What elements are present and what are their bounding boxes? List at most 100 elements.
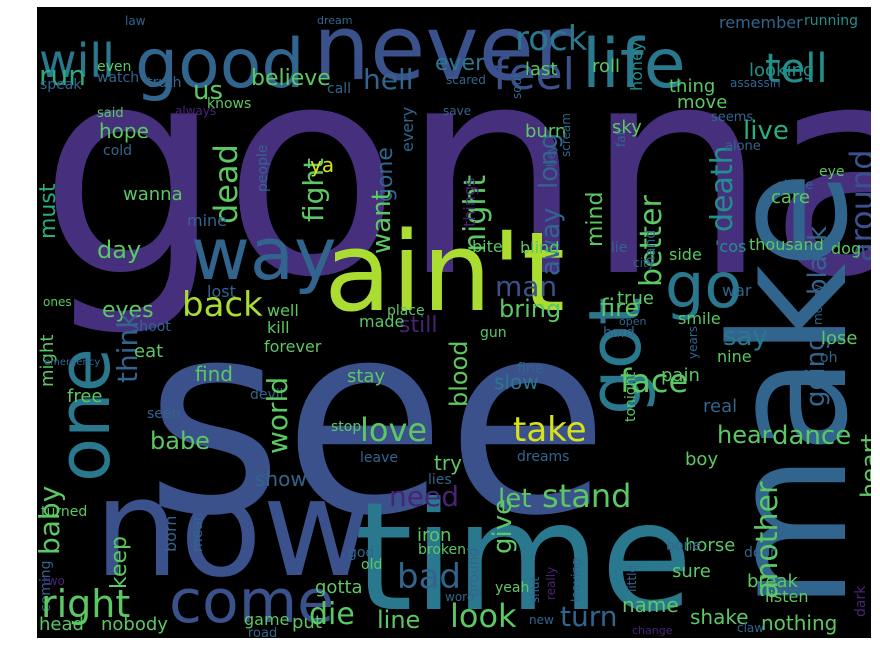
word-listen: listen: [765, 587, 808, 606]
word-oh: oh: [820, 350, 837, 366]
word-blood: blood: [445, 340, 473, 407]
word-away: away: [536, 207, 566, 276]
word-ground: ground: [466, 547, 482, 597]
word-honey: honey: [627, 42, 646, 91]
word-day: day: [97, 236, 141, 264]
word-thing: thing: [669, 76, 715, 97]
word-mind: mind: [583, 192, 608, 247]
word-old: old: [361, 557, 382, 573]
word-will: will: [39, 34, 115, 88]
word-lie: lie: [611, 240, 627, 256]
word-never: never: [313, 7, 571, 101]
word-place: place: [387, 303, 425, 319]
word-free: free: [67, 386, 103, 407]
word-hand: hand: [643, 230, 659, 265]
word-aint: ain't: [324, 208, 565, 336]
word-name: name: [622, 593, 679, 617]
word-stay: stay: [347, 366, 385, 387]
word-knows: knows: [207, 96, 251, 112]
word-eat: eat: [134, 341, 163, 362]
word-must: must: [37, 183, 61, 239]
word-let: let: [498, 484, 531, 514]
word-ever: ever: [435, 51, 485, 76]
word-always: always: [175, 104, 216, 118]
word-live: live: [743, 116, 789, 146]
word-made: made: [359, 312, 404, 331]
word-remember: remember: [719, 13, 803, 32]
word-seen: seen: [147, 406, 180, 422]
word-nine: nine: [717, 347, 752, 366]
word-hell: hell: [363, 63, 414, 96]
word-mean: mean: [190, 512, 206, 552]
word-say: say: [723, 322, 768, 352]
word-dark: dark: [853, 585, 869, 617]
word-every: every: [398, 107, 417, 152]
word-another: another: [750, 481, 785, 599]
word-forever: forever: [264, 337, 322, 356]
word-face: face: [620, 362, 688, 400]
word-boy: boy: [685, 449, 718, 470]
word-side: side: [669, 245, 702, 264]
word-time: time: [354, 471, 693, 638]
word-baby: baby: [37, 486, 66, 555]
word-change: change: [632, 624, 673, 637]
word-back: back: [182, 285, 263, 325]
word-ones: ones: [43, 295, 72, 309]
word-take: take: [513, 410, 587, 450]
word-cos: 'cos: [715, 237, 746, 256]
word-night: night: [458, 175, 493, 252]
word-got: got: [573, 297, 657, 415]
word-see: see: [145, 266, 609, 574]
word-emergency: emergency: [44, 357, 100, 368]
word-us: us: [193, 76, 223, 106]
word-gonna: gonna: [39, 7, 871, 341]
word-last: last: [525, 59, 557, 80]
word-fight: fight: [297, 158, 330, 222]
word-cold: cold: [103, 143, 132, 159]
word-scream: scream: [559, 113, 573, 157]
word-seems: seems: [711, 110, 753, 125]
word-stand: stand: [542, 477, 631, 515]
word-people: people: [255, 145, 271, 192]
word-hear: hear: [717, 421, 772, 449]
word-black: black: [803, 226, 833, 295]
word-around: around: [843, 149, 871, 262]
word-pain: pain: [661, 365, 700, 386]
word-fall: fall: [614, 129, 628, 147]
word-dance: dance: [772, 421, 851, 451]
word-claw: claw: [737, 621, 764, 635]
word-rock: rock: [515, 19, 588, 59]
word-yeah: yeah: [495, 580, 529, 596]
word-road: road: [248, 626, 277, 638]
word-door: door: [744, 545, 776, 561]
word-hope: hope: [99, 119, 149, 143]
word-want: want: [367, 190, 397, 254]
word-little: little: [625, 565, 639, 592]
word-born: born: [161, 516, 180, 552]
word-alone: alone: [725, 139, 761, 154]
word-dream: dream: [317, 14, 353, 27]
word-shut: shut: [528, 577, 542, 603]
word-still: still: [399, 313, 437, 338]
word-look: look: [450, 597, 517, 635]
word-true: true: [617, 288, 654, 309]
word-watch: watch: [97, 70, 139, 86]
word-bad: bad: [397, 557, 461, 597]
word-need: need: [389, 480, 459, 513]
word-hey: hey: [544, 145, 558, 167]
word-long: long: [534, 133, 564, 189]
word-smile: smile: [678, 309, 721, 328]
word-lies: lies: [428, 472, 452, 488]
word-head: head: [39, 614, 84, 635]
word-death: death: [705, 145, 740, 232]
word-gone: gone: [373, 147, 398, 202]
word-run: run: [39, 59, 86, 92]
word-money: money: [811, 284, 825, 325]
word-sure: sure: [672, 561, 711, 582]
word-law: law: [125, 14, 146, 28]
word-go: go: [665, 249, 742, 322]
word-iron: iron: [417, 525, 451, 546]
word-love: love: [360, 411, 427, 449]
word-fine: fine: [517, 361, 543, 377]
word-mine: mine: [187, 211, 227, 230]
